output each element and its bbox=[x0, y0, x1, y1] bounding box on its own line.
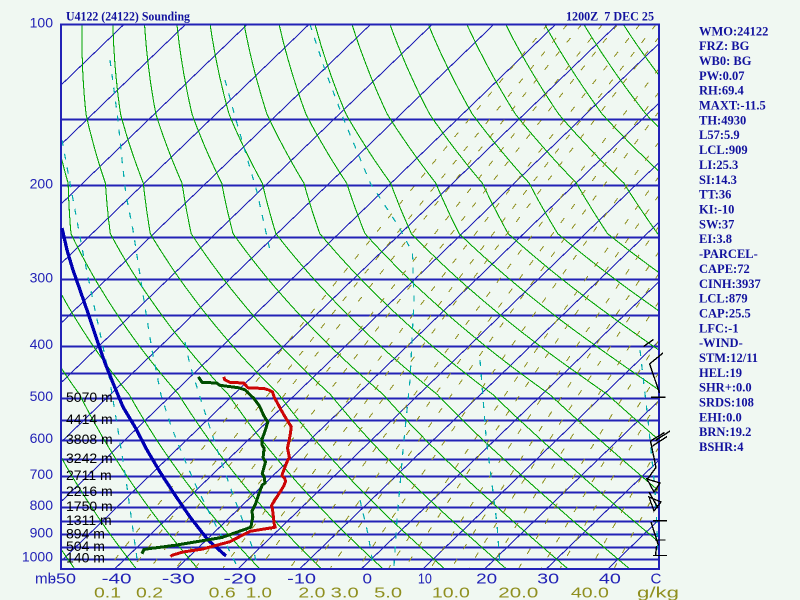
svg-text:TH:4930: TH:4930 bbox=[699, 113, 746, 127]
svg-text:100: 100 bbox=[30, 15, 54, 31]
svg-text:40: 40 bbox=[599, 571, 621, 588]
svg-text:2711 m: 2711 m bbox=[66, 467, 112, 483]
svg-text:10.0: 10.0 bbox=[432, 585, 470, 600]
svg-text:-PARCEL-: -PARCEL- bbox=[699, 247, 758, 261]
svg-text:0.6: 0.6 bbox=[209, 585, 236, 600]
svg-text:CAP:25.5: CAP:25.5 bbox=[699, 306, 751, 320]
svg-text:TT:36: TT:36 bbox=[699, 188, 731, 202]
svg-text:30: 30 bbox=[537, 571, 559, 588]
svg-text:400: 400 bbox=[30, 336, 54, 352]
svg-text:-WIND-: -WIND- bbox=[699, 336, 743, 350]
svg-text:PW:0.07: PW:0.07 bbox=[699, 69, 744, 83]
svg-text:3.0: 3.0 bbox=[331, 585, 359, 600]
svg-text:SW:37: SW:37 bbox=[699, 217, 734, 231]
svg-text:1.0: 1.0 bbox=[246, 585, 272, 600]
svg-text:600: 600 bbox=[30, 430, 54, 446]
svg-text:5.0: 5.0 bbox=[374, 585, 402, 600]
svg-text:RH:69.4: RH:69.4 bbox=[699, 84, 745, 98]
svg-text:EI:3.8: EI:3.8 bbox=[699, 232, 732, 246]
svg-text:5070 m: 5070 m bbox=[66, 389, 113, 405]
svg-text:800: 800 bbox=[30, 497, 54, 513]
svg-text:CAPE:72: CAPE:72 bbox=[699, 262, 750, 276]
svg-text:-50: -50 bbox=[50, 571, 76, 588]
svg-text:SI:14.3: SI:14.3 bbox=[699, 173, 737, 187]
svg-text:-10: -10 bbox=[287, 571, 316, 588]
svg-text:SHR+:0.0: SHR+:0.0 bbox=[699, 381, 752, 395]
svg-text:-20: -20 bbox=[223, 571, 256, 588]
svg-text:0.2: 0.2 bbox=[136, 585, 163, 600]
svg-text:0: 0 bbox=[363, 571, 373, 588]
svg-text:g/kg: g/kg bbox=[637, 585, 679, 600]
svg-text:HEL:19: HEL:19 bbox=[699, 366, 742, 380]
svg-text:FRZ: BG: FRZ: BG bbox=[699, 39, 750, 53]
svg-text:CINH:3937: CINH:3937 bbox=[699, 277, 761, 291]
svg-text:LCL:879: LCL:879 bbox=[699, 292, 748, 306]
svg-text:STM:12/11: STM:12/11 bbox=[699, 351, 758, 365]
svg-text:WB0: BG: WB0: BG bbox=[699, 54, 752, 68]
svg-text:1750 m: 1750 m bbox=[66, 498, 113, 514]
svg-text:MAXT:-11.5: MAXT:-11.5 bbox=[699, 99, 766, 113]
svg-text:0.1: 0.1 bbox=[94, 585, 121, 600]
svg-text:LCL:909: LCL:909 bbox=[699, 143, 748, 157]
svg-text:504 m: 504 m bbox=[66, 538, 105, 554]
svg-text:20.0: 20.0 bbox=[498, 585, 538, 600]
svg-text:KI:-10: KI:-10 bbox=[699, 203, 734, 217]
svg-text:-40: -40 bbox=[102, 571, 132, 588]
svg-text:BSHR:4: BSHR:4 bbox=[699, 440, 744, 454]
svg-text:3808 m: 3808 m bbox=[66, 431, 113, 447]
svg-text:20: 20 bbox=[476, 571, 497, 588]
svg-text:-30: -30 bbox=[162, 571, 195, 588]
svg-text:U4122 (24122) Sounding: U4122 (24122) Sounding bbox=[66, 9, 190, 24]
svg-text:40.0: 40.0 bbox=[571, 585, 609, 600]
svg-text:200: 200 bbox=[30, 175, 54, 191]
svg-text:10: 10 bbox=[418, 571, 432, 588]
svg-text:LI:25.3: LI:25.3 bbox=[699, 158, 738, 172]
svg-text:3242 m: 3242 m bbox=[66, 450, 113, 466]
svg-text:4414 m: 4414 m bbox=[66, 411, 113, 427]
svg-text:500: 500 bbox=[30, 388, 54, 404]
svg-text:SRDS:108: SRDS:108 bbox=[699, 396, 754, 410]
svg-text:WMO:24122: WMO:24122 bbox=[699, 24, 768, 38]
svg-text:894 m: 894 m bbox=[66, 525, 105, 541]
svg-text:1000: 1000 bbox=[22, 549, 53, 565]
svg-text:700: 700 bbox=[30, 466, 54, 482]
svg-text:140 m: 140 m bbox=[66, 550, 105, 566]
svg-text:C: C bbox=[651, 571, 662, 588]
svg-text:300: 300 bbox=[30, 269, 54, 285]
svg-text:2216 m: 2216 m bbox=[66, 483, 113, 499]
svg-text:EHI:0.0: EHI:0.0 bbox=[699, 410, 742, 424]
svg-text:900: 900 bbox=[30, 524, 54, 540]
svg-text:2.0: 2.0 bbox=[298, 585, 325, 600]
svg-text:LFC:-1: LFC:-1 bbox=[699, 321, 739, 335]
svg-text:1200Z 7 DEC 25: 1200Z 7 DEC 25 bbox=[566, 9, 654, 24]
svg-text:mb: mb bbox=[35, 571, 56, 588]
svg-text:L57:5.9: L57:5.9 bbox=[699, 128, 740, 142]
svg-text:1311 m: 1311 m bbox=[66, 512, 112, 528]
svg-text:BRN:19.2: BRN:19.2 bbox=[699, 425, 751, 439]
